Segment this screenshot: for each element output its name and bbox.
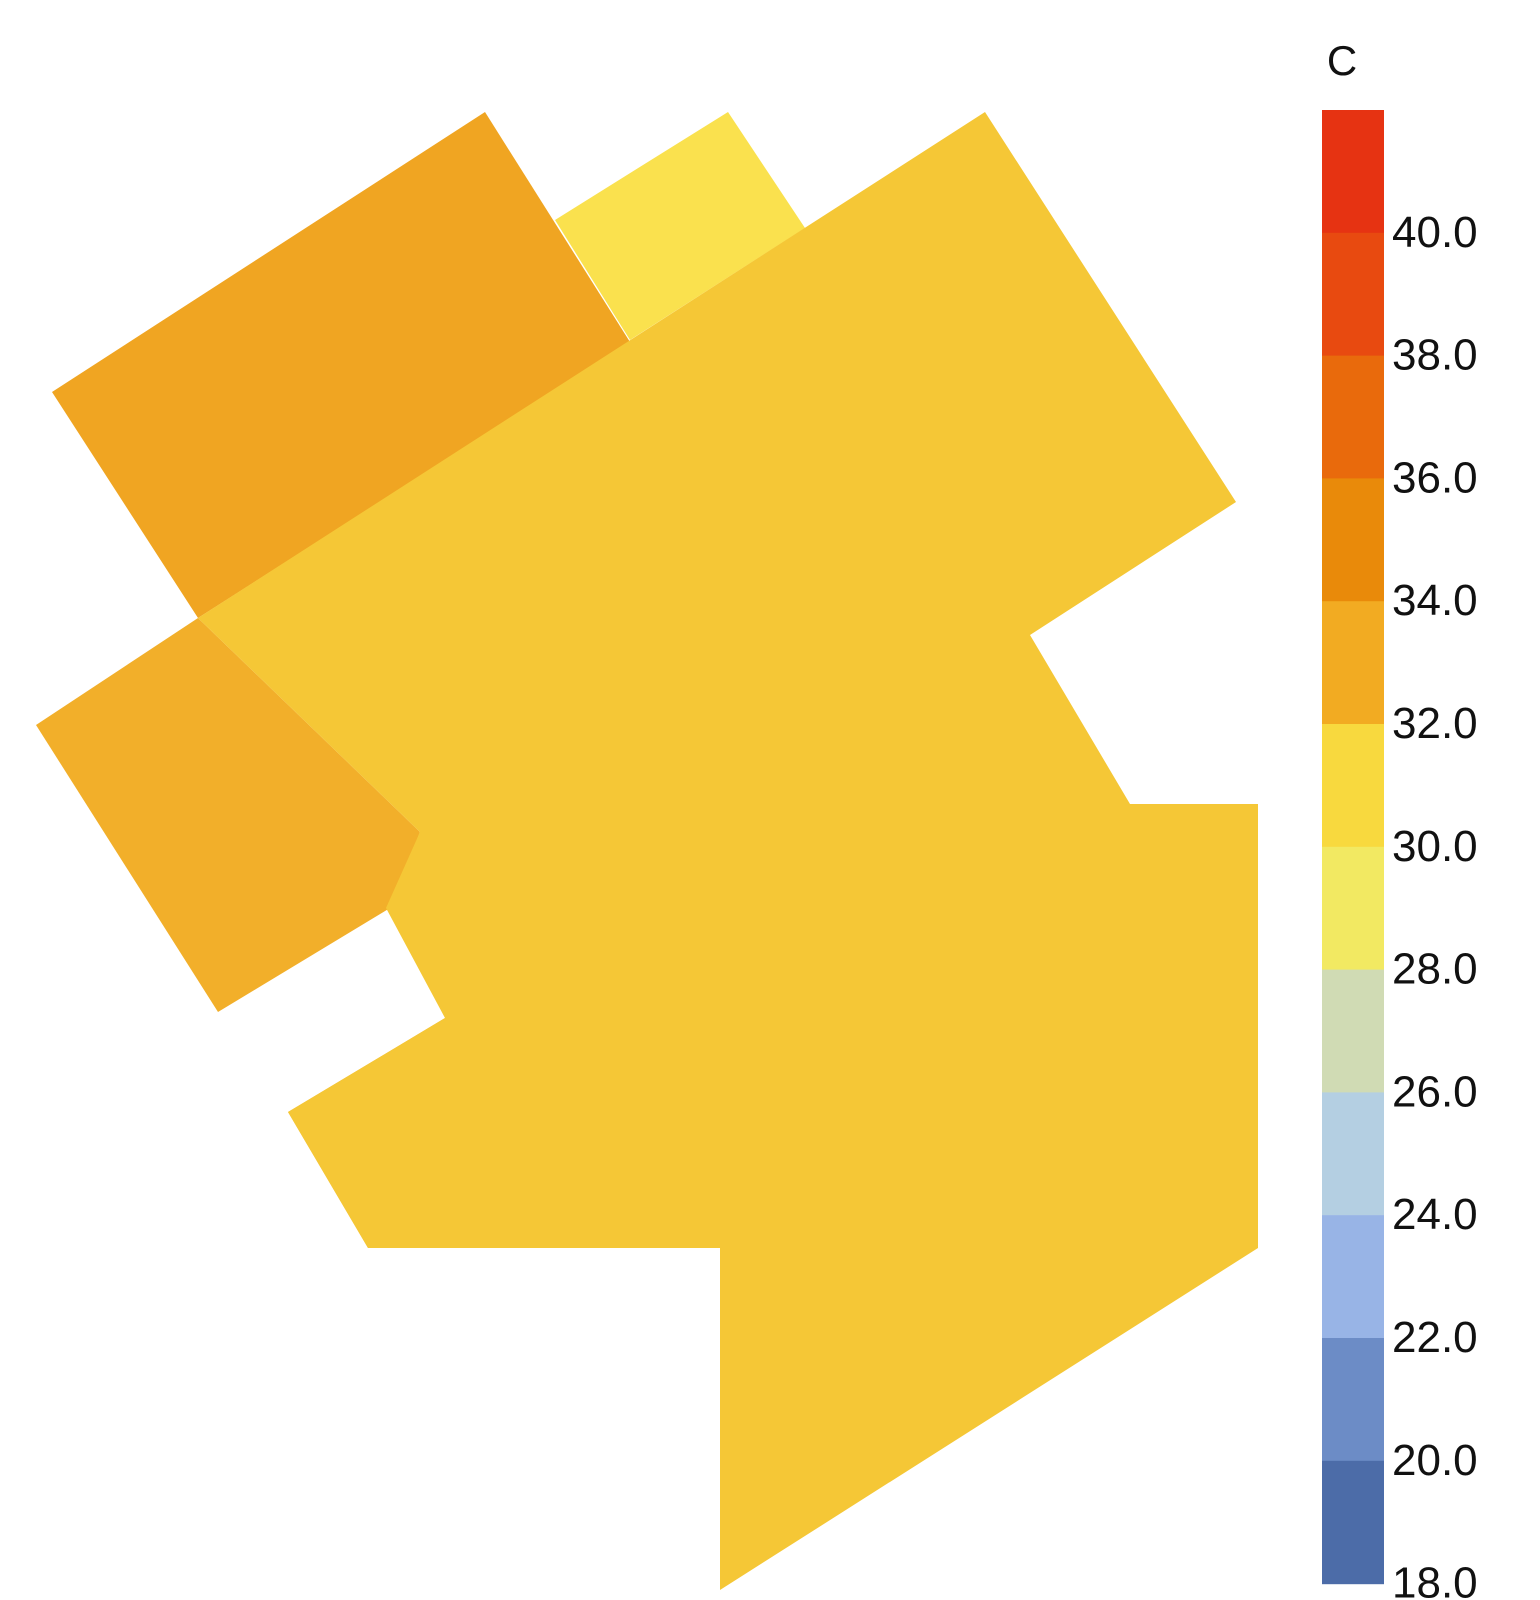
map-zones (36, 112, 1258, 1590)
legend-band (1322, 601, 1384, 725)
legend-tick-label: 28.0 (1392, 945, 1478, 994)
color-legend: C 40.0 38.0 36.0 34.0 32.0 30.0 28.0 26.0 24.0 22… (1322, 37, 1478, 1600)
legend-band (1322, 1460, 1384, 1585)
legend-tick-label: 22.0 (1392, 1313, 1478, 1362)
legend-band (1322, 1092, 1384, 1216)
zone-west-block (36, 618, 420, 1012)
legend-band (1322, 969, 1384, 1093)
legend-tick-label: 34.0 (1392, 576, 1478, 625)
legend-color-bar (1322, 110, 1384, 1585)
legend-tick-label: 24.0 (1392, 1190, 1478, 1239)
legend-tick-label: 26.0 (1392, 1067, 1478, 1116)
legend-band (1322, 1215, 1384, 1339)
legend-tick-label: 20.0 (1392, 1436, 1478, 1485)
legend-tick-label: 40.0 (1392, 208, 1478, 257)
legend-band (1322, 1338, 1384, 1462)
legend-tick-label: 18.0 (1392, 1559, 1478, 1600)
zone-main-block (198, 112, 1258, 1590)
zone-northwest-block (52, 112, 630, 618)
legend-tick-label: 30.0 (1392, 822, 1478, 871)
legend-tick-label: 36.0 (1392, 453, 1478, 502)
legend-unit-label: C (1327, 37, 1357, 84)
legend-tick-label: 32.0 (1392, 699, 1478, 748)
zone-north-strip (555, 112, 805, 340)
legend-tick-label: 38.0 (1392, 331, 1478, 380)
legend-band (1322, 110, 1384, 234)
legend-band (1322, 232, 1384, 357)
legend-band (1322, 478, 1384, 602)
legend-band (1322, 355, 1384, 479)
legend-band (1322, 724, 1384, 848)
legend-band (1322, 846, 1384, 971)
legend-tick-labels: 40.0 38.0 36.0 34.0 32.0 30.0 28.0 26.0 24.0 22.0… (1392, 208, 1478, 1600)
